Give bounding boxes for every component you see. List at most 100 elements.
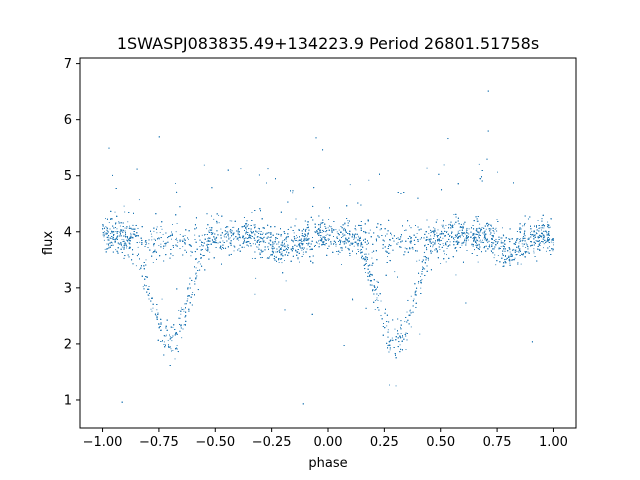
data-point <box>267 246 269 248</box>
data-point <box>376 297 378 299</box>
data-point <box>126 245 128 247</box>
data-point <box>169 336 171 338</box>
data-point <box>370 280 371 282</box>
data-point <box>152 307 154 309</box>
data-point <box>254 224 256 226</box>
data-point <box>406 311 408 313</box>
data-point <box>446 254 447 256</box>
data-point <box>301 249 303 251</box>
data-point <box>305 228 307 230</box>
data-point <box>492 238 493 240</box>
data-point <box>443 227 445 229</box>
data-point <box>341 264 342 265</box>
data-point <box>473 232 475 234</box>
data-point <box>156 232 158 234</box>
data-point <box>449 235 451 236</box>
data-point <box>240 237 241 239</box>
data-point <box>179 234 181 235</box>
data-point <box>116 228 118 230</box>
data-point <box>112 218 113 220</box>
data-point <box>446 231 448 232</box>
data-point <box>245 240 247 242</box>
data-point <box>264 236 266 238</box>
data-point <box>306 238 308 240</box>
data-point <box>183 324 185 326</box>
data-point <box>481 239 483 241</box>
data-point <box>257 227 259 229</box>
data-point <box>505 259 507 260</box>
data-point <box>112 236 114 238</box>
data-point <box>215 237 217 239</box>
data-point <box>104 248 106 250</box>
data-point <box>309 249 311 251</box>
data-point <box>476 242 477 244</box>
data-point <box>437 235 439 237</box>
data-point <box>515 249 517 251</box>
data-point <box>444 253 446 255</box>
data-point <box>500 246 502 248</box>
data-point <box>525 247 527 248</box>
data-point <box>159 232 161 233</box>
data-point <box>249 234 251 236</box>
data-point <box>170 348 172 350</box>
data-point <box>508 259 510 261</box>
data-point <box>377 300 379 301</box>
data-point <box>124 227 126 229</box>
data-point <box>123 205 125 207</box>
data-point <box>182 246 184 248</box>
data-point <box>472 235 474 236</box>
data-point <box>459 229 461 231</box>
data-point <box>266 257 268 259</box>
data-point <box>181 239 183 241</box>
data-point <box>543 247 544 249</box>
data-point <box>184 235 186 236</box>
data-point <box>524 222 526 224</box>
data-point <box>103 239 105 241</box>
data-point <box>329 235 331 237</box>
data-point <box>496 219 498 221</box>
data-point <box>243 242 245 244</box>
data-point <box>119 233 121 235</box>
data-point <box>495 227 497 229</box>
data-point <box>207 243 209 245</box>
data-point <box>197 262 199 264</box>
data-point <box>419 333 421 335</box>
data-point <box>292 241 294 243</box>
data-point <box>430 235 432 237</box>
data-point <box>431 250 433 252</box>
data-point <box>442 224 444 226</box>
data-point <box>275 243 277 245</box>
data-point <box>394 328 396 330</box>
data-point <box>286 240 288 242</box>
data-point <box>209 227 211 229</box>
data-point <box>130 232 132 234</box>
data-point <box>220 228 222 230</box>
data-point <box>165 335 167 337</box>
data-point <box>374 289 376 291</box>
data-point <box>517 261 519 263</box>
data-point <box>129 225 131 227</box>
data-point <box>107 230 109 232</box>
data-point <box>137 246 139 248</box>
data-point <box>192 292 194 293</box>
data-point <box>207 246 208 248</box>
data-point <box>342 228 344 230</box>
data-point <box>400 326 401 328</box>
data-point <box>107 237 109 239</box>
data-point <box>341 247 343 249</box>
data-point <box>194 234 196 236</box>
data-point <box>135 265 137 267</box>
data-point <box>183 310 185 312</box>
data-point <box>270 254 272 256</box>
data-point <box>335 245 337 247</box>
data-point <box>548 226 549 228</box>
data-point <box>391 234 392 236</box>
data-point <box>256 246 258 248</box>
data-point <box>227 231 229 233</box>
data-point <box>223 235 225 237</box>
data-point <box>163 341 165 343</box>
data-point <box>420 287 422 289</box>
data-point <box>368 253 370 255</box>
data-point <box>453 239 455 241</box>
data-point <box>176 223 178 224</box>
